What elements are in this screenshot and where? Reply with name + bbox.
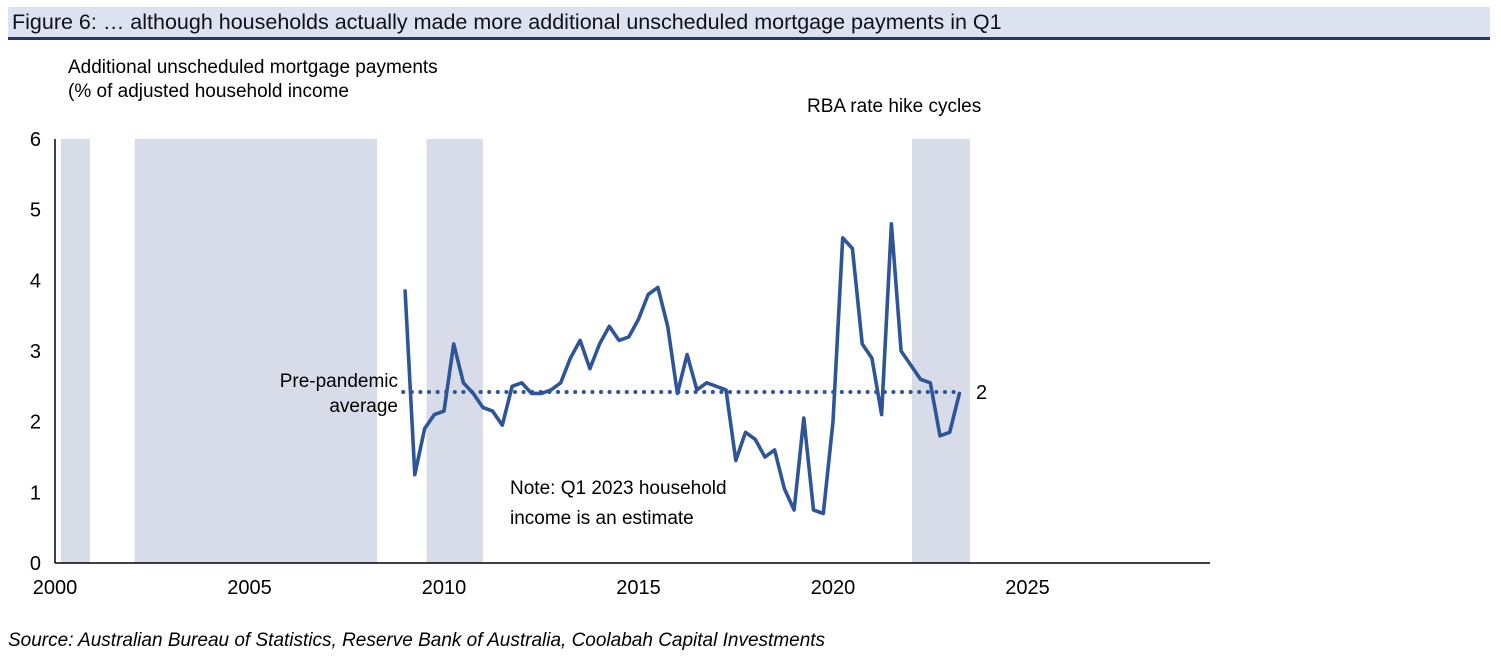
- x-tick-label: 2010: [422, 577, 467, 599]
- y-tick-label: 2: [30, 412, 41, 434]
- x-tick-label: 2005: [227, 577, 272, 599]
- note-annotation: Note: Q1 2023 household: [510, 478, 727, 499]
- y-tick-label: 3: [30, 341, 41, 363]
- y-tick-label: 5: [30, 200, 41, 222]
- y-tick-label: 1: [30, 482, 41, 504]
- rate-hike-band: [134, 139, 378, 563]
- average-annotation: average: [329, 396, 398, 417]
- x-tick-label: 2020: [811, 577, 856, 599]
- average-annotation: Pre-pandemic: [280, 371, 398, 392]
- average-value-label: 2: [976, 382, 987, 404]
- y-tick-label: 0: [30, 553, 41, 575]
- chart-canvas: 0 1 2 3 4 5 6 2000 2005 2010 2015 2020 2025 Additiona…: [30, 57, 1210, 599]
- note-annotation: income is an estimate: [510, 508, 694, 529]
- figure-title-bar: Figure 6: … although households actually…: [8, 7, 1490, 40]
- x-tick-label: 2000: [33, 577, 78, 599]
- source-note: Source: Australian Bureau of Statistics,…: [8, 630, 826, 651]
- x-tick-label: 2015: [616, 577, 661, 599]
- series-annotation: (% of adjusted household income: [68, 81, 349, 102]
- payments-line: [403, 222, 962, 516]
- y-tick-label: 6: [30, 129, 41, 151]
- x-tick-label: 2025: [1005, 577, 1050, 599]
- rate-hike-band: [911, 139, 970, 563]
- y-tick-label: 4: [30, 270, 41, 292]
- figure-title: Figure 6: … although households actually…: [12, 9, 1002, 34]
- bands-annotation: RBA rate hike cycles: [807, 96, 981, 117]
- rate-hike-band: [60, 139, 91, 563]
- series-annotation: Additional unscheduled mortgage payments: [68, 57, 438, 78]
